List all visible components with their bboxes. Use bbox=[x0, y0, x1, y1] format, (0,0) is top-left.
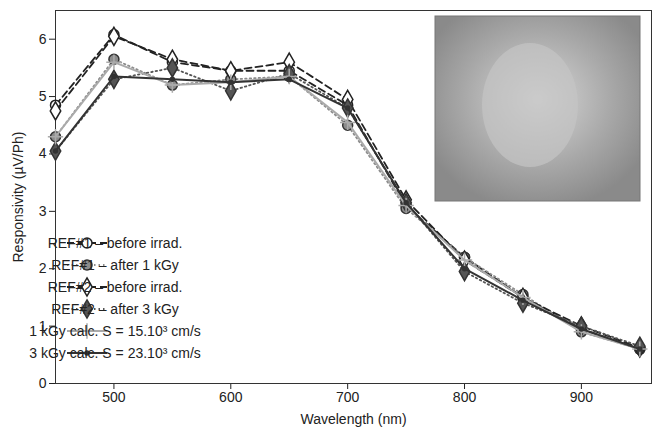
svg-text:0: 0 bbox=[39, 375, 47, 391]
svg-text:5: 5 bbox=[39, 88, 47, 104]
svg-text:3: 3 bbox=[39, 203, 47, 219]
svg-text:REF#1 – after 1 kGy: REF#1 – after 1 kGy bbox=[51, 257, 179, 273]
svg-text:Wavelength (nm): Wavelength (nm) bbox=[300, 411, 406, 427]
svg-text:800: 800 bbox=[453, 389, 477, 405]
svg-text:2: 2 bbox=[39, 260, 47, 276]
svg-text:REF#2 – after 3 kGy: REF#2 – after 3 kGy bbox=[51, 301, 179, 317]
svg-text:REF#2 – before irrad.: REF#2 – before irrad. bbox=[48, 279, 183, 295]
svg-text:1 kGy calc. S = 15.10³ cm/s: 1 kGy calc. S = 15.10³ cm/s bbox=[29, 323, 201, 339]
svg-text:3 kGy calc. S = 23.10³ cm/s: 3 kGy calc. S = 23.10³ cm/s bbox=[29, 345, 201, 361]
svg-text:6: 6 bbox=[39, 31, 47, 47]
svg-text:600: 600 bbox=[219, 389, 243, 405]
svg-text:Responsivity (µV/Ph): Responsivity (µV/Ph) bbox=[10, 132, 26, 263]
svg-text:500: 500 bbox=[102, 389, 126, 405]
svg-text:700: 700 bbox=[336, 389, 360, 405]
svg-text:4: 4 bbox=[39, 145, 47, 161]
svg-text:REF#1 – before irrad.: REF#1 – before irrad. bbox=[48, 235, 183, 251]
svg-text:900: 900 bbox=[570, 389, 594, 405]
